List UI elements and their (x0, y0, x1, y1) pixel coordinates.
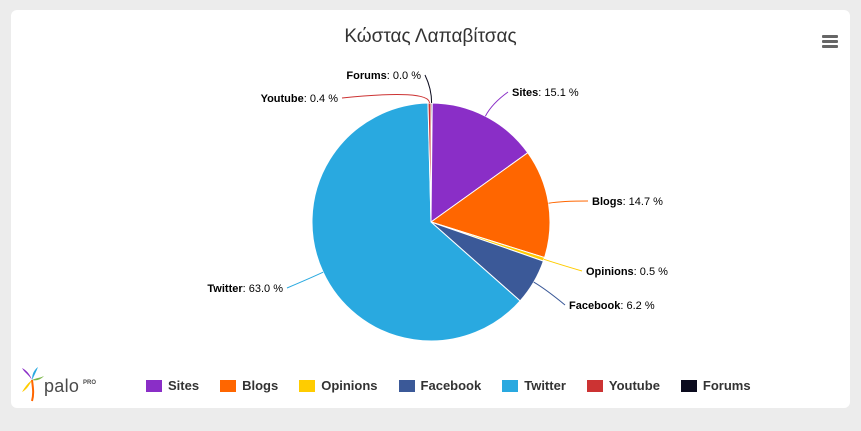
legend-label: Opinions (321, 378, 378, 393)
legend-swatch (398, 379, 415, 392)
legend-label: Facebook (420, 378, 482, 393)
legend-item-forums[interactable]: Forums (680, 378, 751, 393)
chart-legend: Sites Blogs Opinions Facebook Twitter Youtube… (146, 378, 772, 393)
connector-line-sites (484, 91, 509, 117)
legend-swatch (502, 379, 519, 392)
legend-item-opinions[interactable]: Opinions (299, 378, 378, 393)
legend-label: Sites (168, 378, 200, 393)
data-label-forums: Forums: 0.0 % (346, 70, 421, 82)
legend-label: Blogs (242, 378, 279, 393)
pie-slice-forums[interactable] (430, 102, 433, 223)
legend-label: Twitter (524, 378, 566, 393)
data-label-opinions: Opinions: 0.5 % (586, 266, 668, 278)
logo-superscript: PRO (83, 380, 97, 386)
legend-label: Youtube (608, 378, 660, 393)
connector-line-twitter (286, 271, 324, 289)
legend-item-sites[interactable]: Sites (146, 378, 199, 393)
legend-label: Forums (702, 378, 751, 393)
legend-swatch (299, 379, 316, 392)
hamburger-menu-icon[interactable] (822, 35, 838, 49)
legend-item-youtube[interactable]: Youtube (586, 378, 660, 393)
connector-line-youtube (341, 93, 430, 104)
legend-swatch (220, 379, 237, 392)
legend-swatch (680, 379, 697, 392)
data-label-sites: Sites: 15.1 % (512, 87, 579, 99)
legend-item-twitter[interactable]: Twitter (502, 378, 566, 393)
connector-line-forums (424, 74, 433, 104)
legend-item-facebook[interactable]: Facebook (398, 378, 482, 393)
legend-item-blogs[interactable]: Blogs (220, 378, 278, 393)
data-label-blogs: Blogs: 14.7 % (592, 196, 663, 208)
pie-slice-twitter[interactable] (311, 102, 521, 342)
connector-line-opinions (543, 258, 583, 272)
data-label-twitter: Twitter: 63.0 % (207, 283, 283, 295)
data-label-facebook: Facebook: 6.2 % (569, 300, 655, 312)
pie-slice-sites[interactable] (430, 102, 529, 223)
pie-slice-blogs[interactable] (429, 152, 551, 259)
connector-line-blogs (548, 200, 589, 204)
chart-title: Κώστας Λαπαβίτσας (344, 26, 517, 47)
palo-logo-icon (22, 367, 44, 402)
logo-text: palo (44, 376, 80, 396)
connector-line-facebook (533, 281, 566, 306)
legend-swatch (146, 379, 162, 392)
data-label-youtube: Youtube: 0.4 % (261, 93, 339, 105)
legend-swatch (586, 379, 603, 392)
